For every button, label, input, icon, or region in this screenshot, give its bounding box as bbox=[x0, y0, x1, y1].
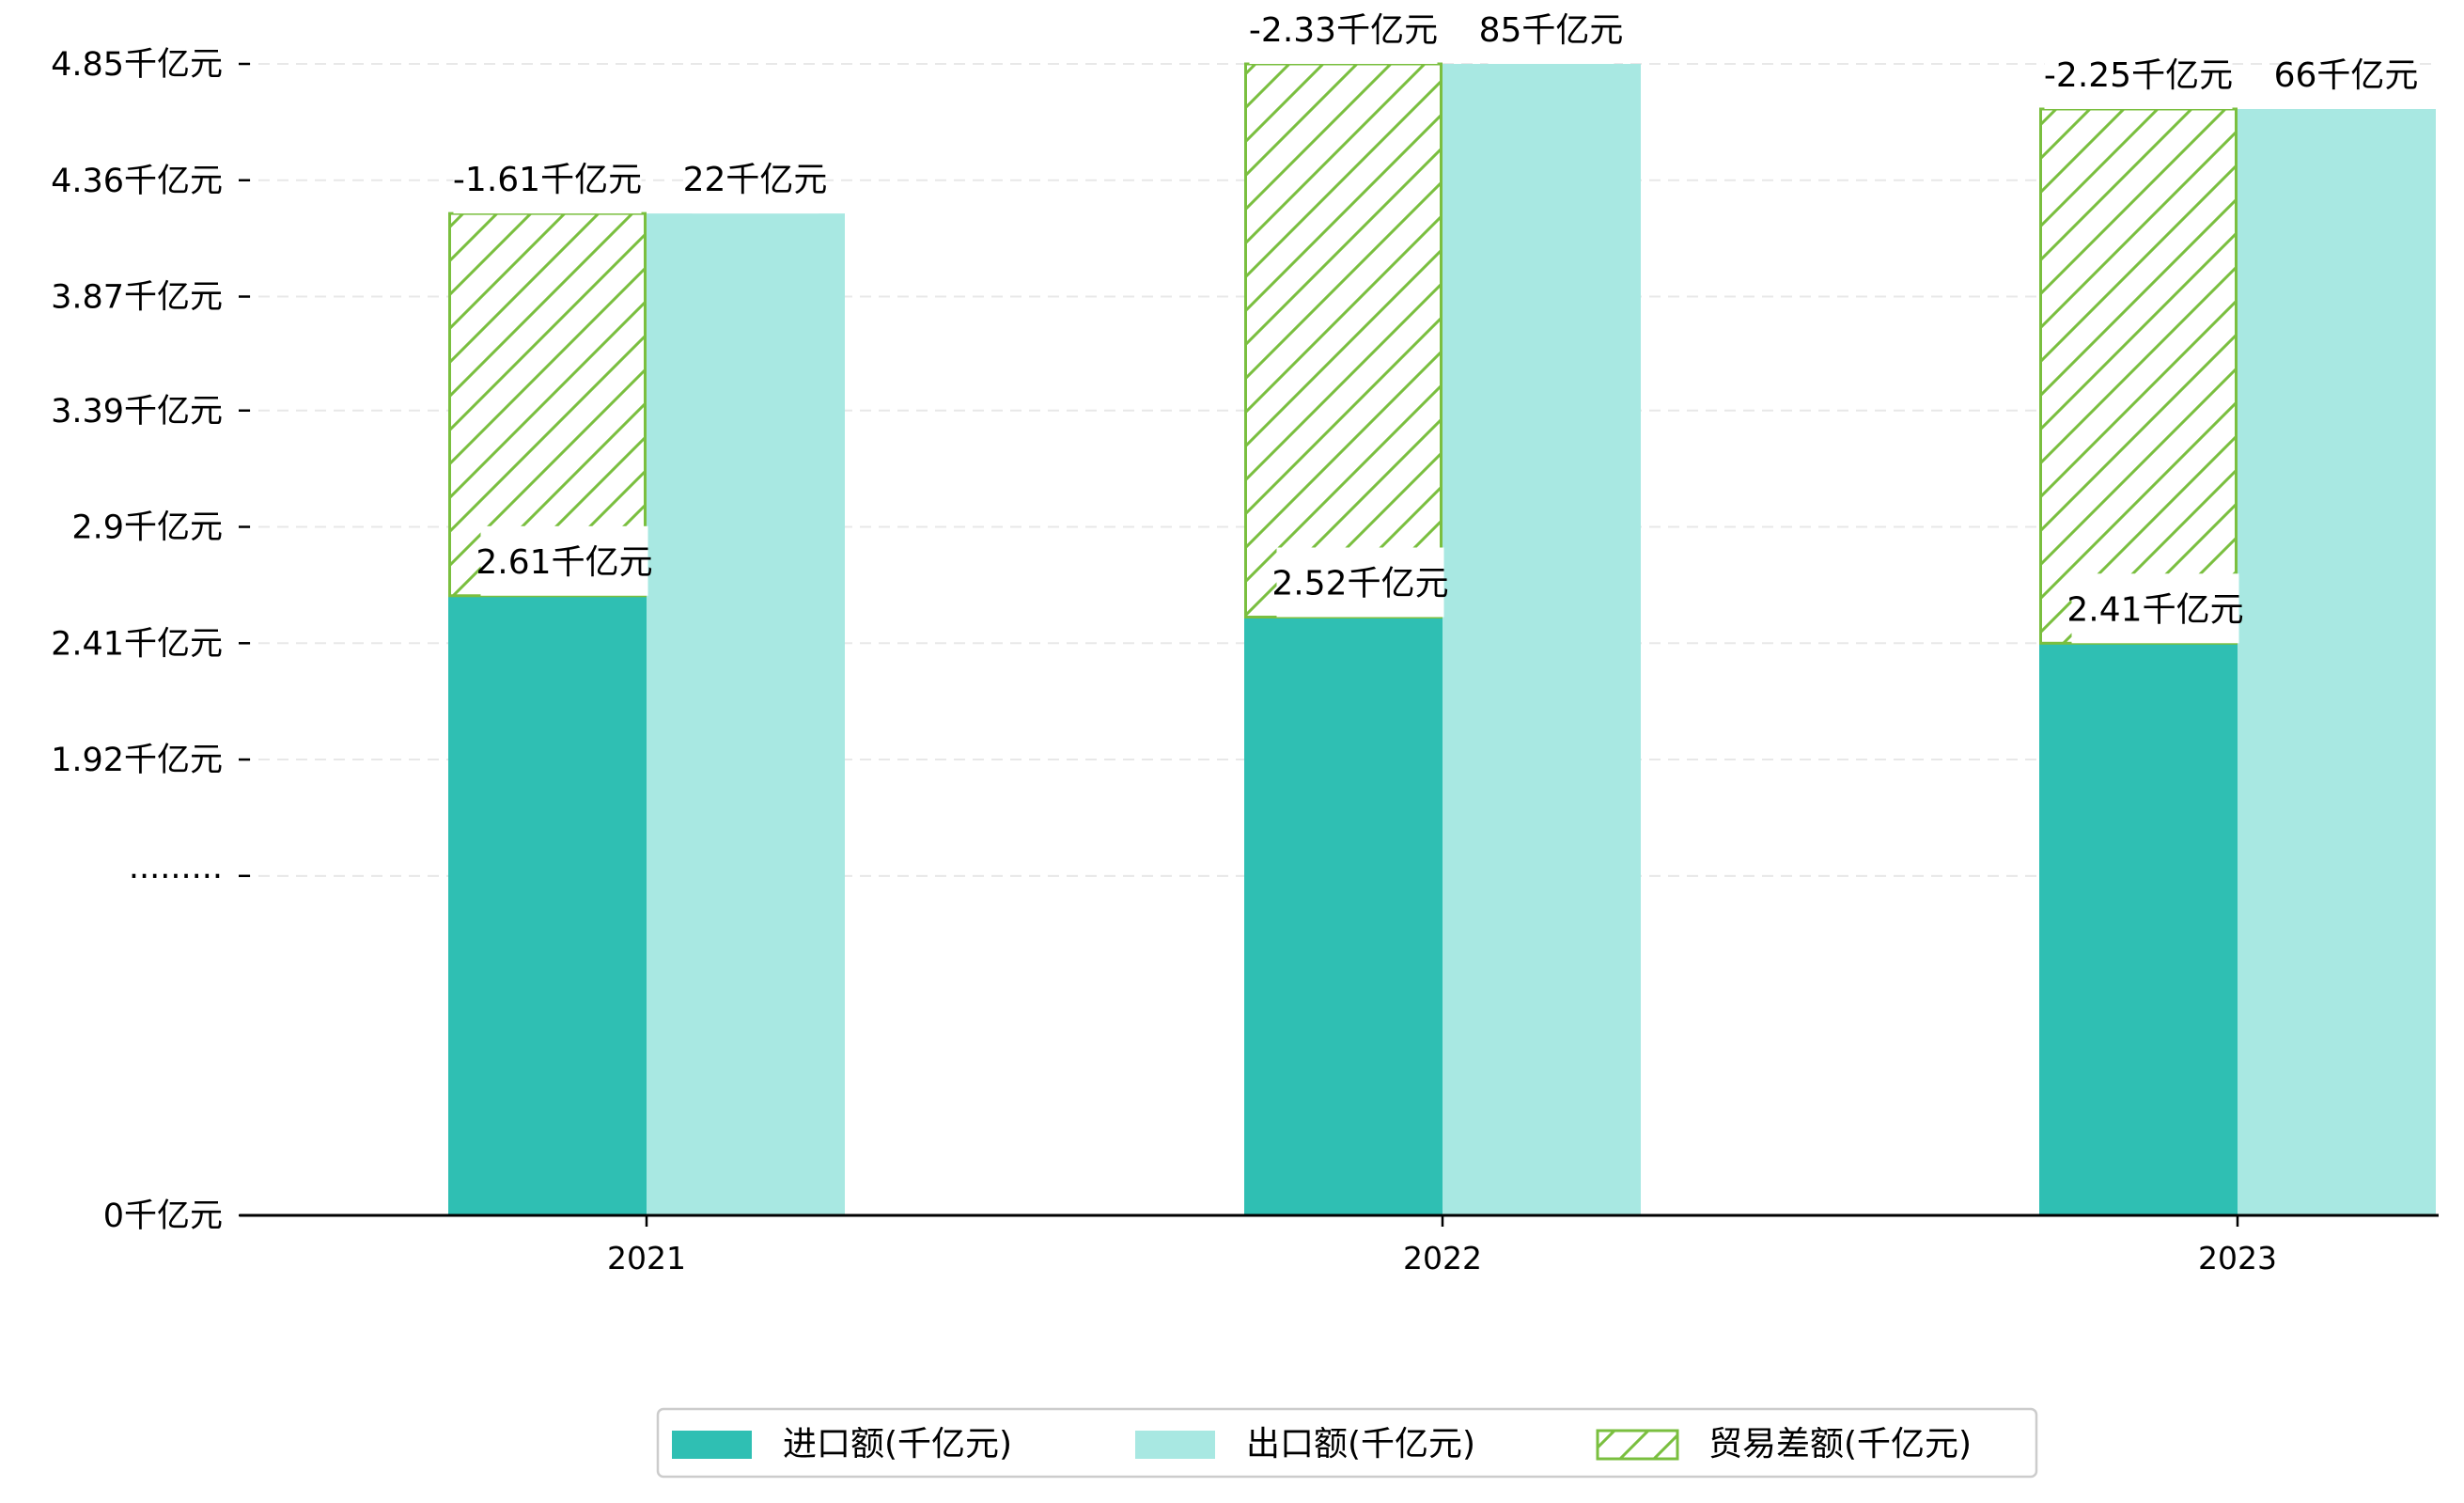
bar-import-2023 bbox=[2039, 643, 2238, 1215]
legend: 进口额(千亿元) 出口额(千亿元) 贸易差额(千亿元) bbox=[656, 1407, 2038, 1479]
data-label: 2.41千亿元 bbox=[2066, 590, 2243, 629]
legend-label: 出口额(千亿元) bbox=[1246, 1425, 1475, 1464]
bar-balance-2022 bbox=[1244, 62, 1443, 619]
legend-swatch bbox=[672, 1431, 752, 1459]
legend-frame bbox=[656, 1407, 2038, 1479]
legend-label: 贸易差额(千亿元) bbox=[1708, 1425, 1972, 1464]
x-tick-label-2021: 2021 bbox=[607, 1240, 686, 1276]
data-label: -1.61千亿元 bbox=[453, 161, 642, 199]
bars bbox=[448, 62, 2436, 1215]
data-label-bg bbox=[2283, 39, 2409, 109]
data-label: 66千亿元 bbox=[2274, 56, 2419, 95]
legend-label: 进口额(千亿元) bbox=[783, 1425, 1012, 1464]
y-tick-label: 1.92千亿元 bbox=[51, 742, 223, 779]
legend-swatch bbox=[1135, 1431, 1215, 1459]
bar-export-2023 bbox=[2238, 108, 2436, 1215]
data-label-bg bbox=[2071, 573, 2239, 644]
data-label-bg bbox=[692, 144, 819, 214]
data-label-bg bbox=[480, 525, 648, 596]
axes: 0千亿元 ········· 1.92千亿元 2.41千亿元 2.9千亿元 3.39千亿元… bbox=[51, 46, 2439, 1276]
bar-import-2022 bbox=[1244, 617, 1443, 1215]
x-tick-label-2023: 2023 bbox=[2198, 1240, 2277, 1276]
bar-export-2021 bbox=[647, 213, 845, 1215]
data-label: -2.25千亿元 bbox=[2044, 56, 2233, 95]
bar-import-2021 bbox=[448, 595, 647, 1215]
y-tick-label: 4.85千亿元 bbox=[51, 46, 223, 84]
y-tick-label: 0千亿元 bbox=[103, 1198, 223, 1235]
y-tick-label: 3.87千亿元 bbox=[51, 279, 223, 317]
data-label-bg bbox=[1276, 547, 1444, 618]
data-label-bg bbox=[1488, 0, 1614, 64]
y-tick-label: 2.9千亿元 bbox=[71, 509, 223, 547]
data-label-bg bbox=[2044, 39, 2233, 109]
x-tick-label-2022: 2022 bbox=[1403, 1240, 1482, 1276]
data-label-bg bbox=[1249, 0, 1438, 64]
y-tick-label: 4.36千亿元 bbox=[51, 163, 223, 200]
data-labels: 2.61千亿元 -1.61千亿元 22千亿元 2.52千亿元 -2.33千亿元 85千亿元… bbox=[453, 0, 2419, 644]
bar-export-2022 bbox=[1443, 64, 1641, 1215]
legend-swatch bbox=[1596, 1429, 1679, 1461]
data-label: -2.33千亿元 bbox=[1249, 11, 1438, 50]
data-label: 22千亿元 bbox=[683, 161, 828, 199]
data-label: 85千亿元 bbox=[1479, 11, 1624, 50]
y-tick-label: 2.41千亿元 bbox=[51, 625, 223, 663]
data-label-bg bbox=[453, 144, 642, 214]
y-tick-label: ········· bbox=[129, 858, 223, 896]
data-label: 2.61千亿元 bbox=[476, 543, 652, 582]
data-label: 2.52千亿元 bbox=[1271, 565, 1448, 603]
bar-balance-2023 bbox=[2039, 107, 2238, 645]
y-tick-label: 3.39千亿元 bbox=[51, 393, 223, 431]
